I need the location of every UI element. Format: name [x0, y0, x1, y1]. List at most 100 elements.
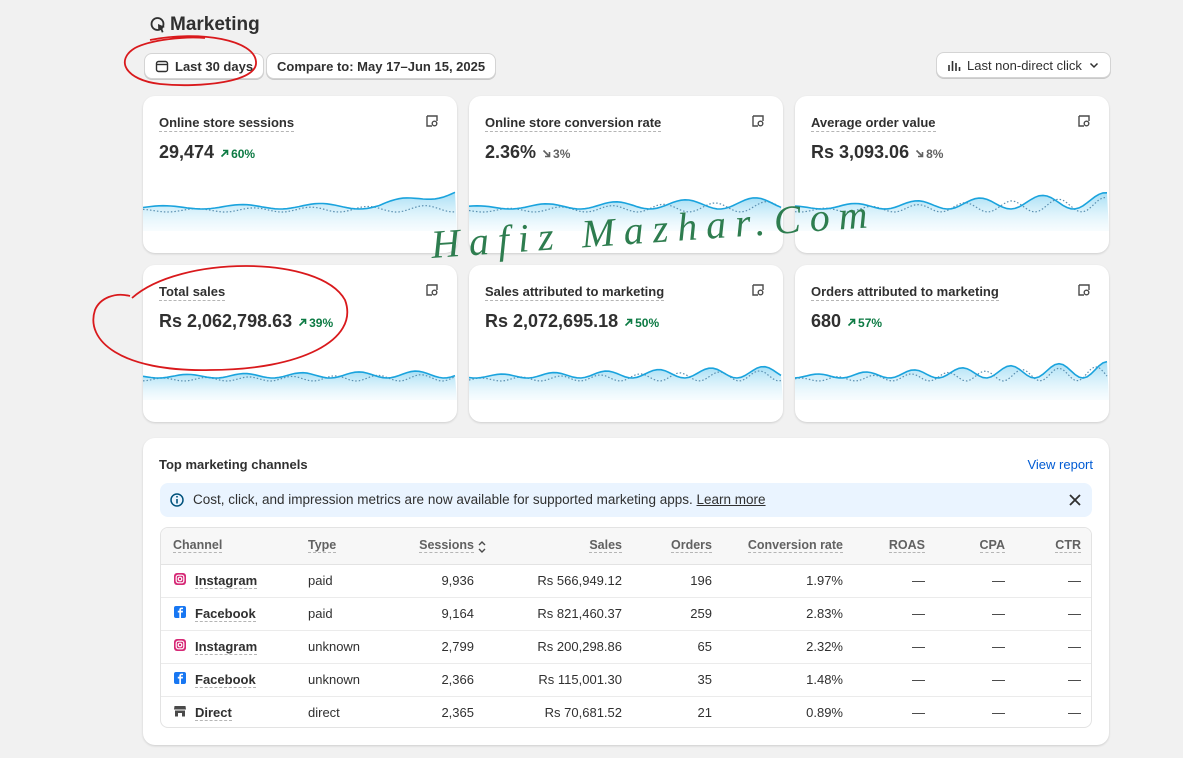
sparkline-line: [795, 360, 1108, 379]
channel-icon: [174, 672, 186, 684]
view-report-link[interactable]: View report: [1027, 457, 1093, 472]
column-header: Orders: [671, 538, 712, 553]
icon-shape: [757, 289, 764, 296]
metric-card: Online store conversion rate 2.36% 3%: [469, 96, 783, 253]
trend-arrow: [916, 149, 924, 158]
channel-icon: [174, 639, 186, 651]
icon-shape: [426, 284, 438, 296]
metric-change: 50%: [624, 316, 659, 330]
explore-icon: [1078, 115, 1090, 127]
metric-value-row: Rs 2,072,695.18 50%: [485, 311, 659, 332]
trend-arrow: [625, 318, 633, 327]
channels-table: Channel Type Sessions Sales Orders Conversion…: [160, 527, 1092, 728]
marketing-icon: [150, 17, 165, 33]
icon-shape: [431, 289, 438, 296]
column-header: Conversion rate: [747, 538, 843, 553]
metric-card: Online store sessions 29,474 60%: [143, 96, 457, 253]
sparkline: [469, 197, 783, 231]
sparkline-area: [469, 366, 783, 400]
metric-value-row: 680 57%: [811, 311, 882, 332]
table-cell: unknown: [308, 639, 361, 654]
ig: [177, 576, 183, 582]
table-cell: —: [992, 606, 1005, 621]
table-cell: —: [992, 573, 1005, 588]
metric-change: 8%: [915, 147, 943, 161]
metric-value: 680: [811, 311, 842, 331]
metric-card: Total sales Rs 2,062,798.63 39%: [143, 265, 457, 422]
table-cell: —: [912, 573, 925, 588]
arrow-shape: [299, 318, 307, 327]
ig: [175, 640, 185, 650]
metric-label: Online store sessions: [159, 115, 295, 132]
sparkline-line: [469, 365, 782, 379]
table-cell: Rs 115,001.30: [538, 672, 622, 687]
compare-button[interactable]: Compare to: May 17–Jun 15, 2025: [266, 53, 497, 79]
table-cell: 35: [697, 672, 712, 687]
trend-arrow: [542, 149, 551, 158]
icon-shape: [1078, 115, 1090, 127]
metric-card: Orders attributed to marketing 680 57%: [795, 265, 1109, 422]
attribution-button[interactable]: Last non-direct click: [936, 52, 1111, 78]
sparkline: [143, 370, 457, 400]
metric-value: 2.36%: [485, 142, 537, 162]
date-range-button[interactable]: Last 30 days: [144, 53, 265, 79]
table-cell: 259: [690, 606, 712, 621]
table-cell: 196: [690, 573, 712, 588]
table-cell: 9,936: [441, 573, 474, 588]
metric-change-value: 8%: [926, 146, 944, 161]
sparkline-line: [143, 191, 456, 210]
column-header: Channel: [173, 538, 223, 553]
channel-name: Instagram: [195, 573, 258, 589]
table-cell: 2,365: [441, 705, 474, 720]
metric-label: Total sales: [159, 284, 226, 301]
sparkline-comparison: [143, 374, 456, 382]
icon-shape: [1078, 284, 1090, 296]
arrow-shape: [916, 149, 924, 158]
banner-text: Cost, click, and impression metrics are …: [193, 492, 766, 507]
store: [174, 706, 186, 717]
close-button[interactable]: [1069, 494, 1081, 506]
row-divider: [161, 630, 1091, 631]
chevron-icon: [1089, 62, 1098, 69]
channel-name: Instagram: [195, 639, 258, 655]
metric-value: Rs 2,062,798.63: [159, 311, 293, 331]
table-cell: Rs 566,949.12: [537, 573, 622, 588]
table-cell: —: [912, 705, 925, 720]
table-cell: 65: [697, 639, 712, 654]
arrow-shape: [542, 149, 551, 158]
table-cell: Rs 70,681.52: [544, 705, 622, 720]
ig: [177, 642, 183, 648]
table-cell: unknown: [308, 672, 361, 687]
table-cell: 1.97%: [806, 573, 843, 588]
explore-icon: [1078, 284, 1090, 296]
sort-icon: [478, 541, 486, 553]
arrow-shape: [220, 149, 229, 158]
column-header: Sessions: [419, 538, 474, 553]
explore-icon: [426, 284, 438, 296]
sparkline-comparison: [469, 201, 782, 213]
sort-shape: [478, 541, 486, 553]
table-cell: —: [1068, 705, 1081, 720]
metric-change: 3%: [542, 147, 570, 161]
metric-change-value: 50%: [635, 315, 660, 330]
channel-name: Facebook: [195, 672, 256, 688]
table-cell: 21: [697, 705, 712, 720]
trend-arrow: [220, 149, 229, 158]
explore-icon: [426, 115, 438, 127]
column-header: CTR: [1055, 538, 1081, 553]
metric-change-value: 39%: [309, 315, 334, 330]
table-cell: 0.89%: [806, 705, 843, 720]
table-cell: —: [912, 639, 925, 654]
sparkline: [469, 365, 783, 400]
banner-message: Cost, click, and impression metrics are …: [193, 492, 693, 507]
row-divider: [161, 696, 1091, 697]
icon-shape: [752, 284, 764, 296]
metric-change-value: 60%: [231, 146, 256, 161]
channel-icon: [174, 573, 186, 585]
sparkline-line: [469, 197, 782, 210]
metric-label: Orders attributed to marketing: [811, 284, 999, 301]
learn-more-link[interactable]: Learn more: [696, 492, 766, 507]
fb: [177, 673, 183, 684]
icon-shape: [426, 115, 438, 127]
